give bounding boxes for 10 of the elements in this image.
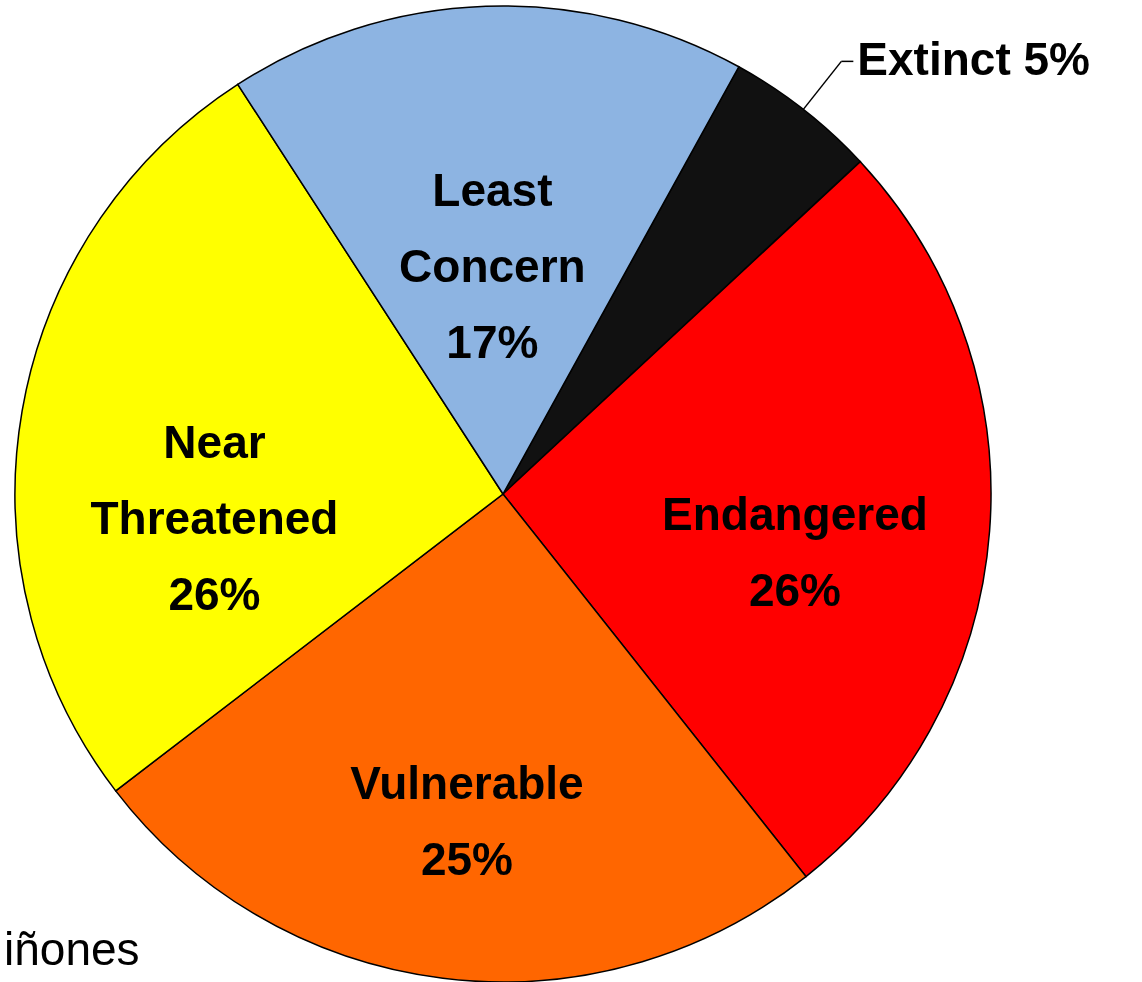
legend-label: Extinct 5% <box>857 33 1090 86</box>
data-label: 17% <box>446 315 539 368</box>
text: iñones <box>4 923 140 975</box>
slice-label: Endangered <box>662 488 928 541</box>
data-label: 25% <box>420 832 513 885</box>
slice-label: Near Threatened <box>90 416 339 545</box>
slice-label: Least Concern <box>399 163 586 292</box>
data-label: 26% <box>168 568 261 621</box>
slice-label: Vulnerable <box>350 756 584 809</box>
data-label: 26% <box>748 564 841 617</box>
